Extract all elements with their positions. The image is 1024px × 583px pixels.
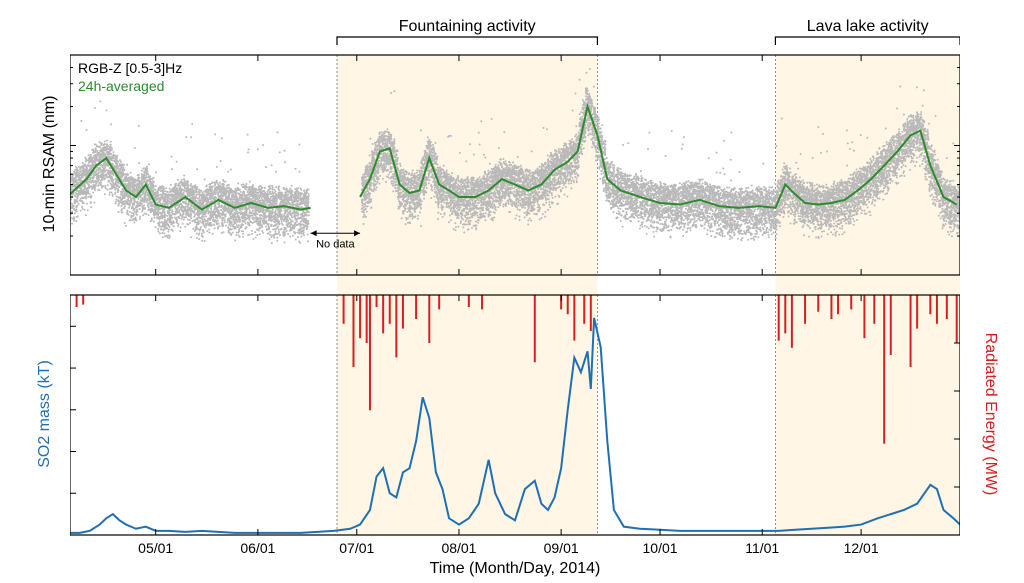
region-bracket	[775, 37, 960, 45]
legend-entry: RGB-Z [0.5-3]Hz	[78, 60, 182, 76]
region-bracket	[337, 37, 597, 45]
figure: Fountaining activity Lava lake activity No…	[70, 15, 960, 555]
xtick-label: 05/01	[138, 540, 173, 556]
region-label: Fountaining activity	[399, 18, 536, 35]
xtick-label: 11/01	[745, 540, 779, 556]
no-data-label: No data	[316, 238, 355, 250]
xtick-label: 10/01	[643, 540, 678, 556]
xtick-label: 12/01	[844, 540, 879, 556]
arrowhead-icon	[311, 230, 317, 236]
top-ylabel: 10-min RSAM (nm)	[41, 74, 59, 254]
xtick-label: 07/01	[339, 540, 374, 556]
chart-svg: Fountaining activity Lava lake activity No…	[70, 15, 960, 570]
legend-entry: 24h-averaged	[78, 78, 164, 94]
region-label: Lava lake activity	[807, 18, 929, 35]
bottom-left-ylabel: SO2 mass (kT)	[36, 324, 54, 504]
xtick-label: 09/01	[544, 540, 579, 556]
x-axis-label: Time (Month/Day, 2014)	[70, 560, 960, 578]
bottom-right-ylabel: Radiated Energy (MW)	[981, 314, 999, 514]
xtick-label: 06/01	[240, 540, 275, 556]
xtick-label: 08/01	[441, 540, 476, 556]
